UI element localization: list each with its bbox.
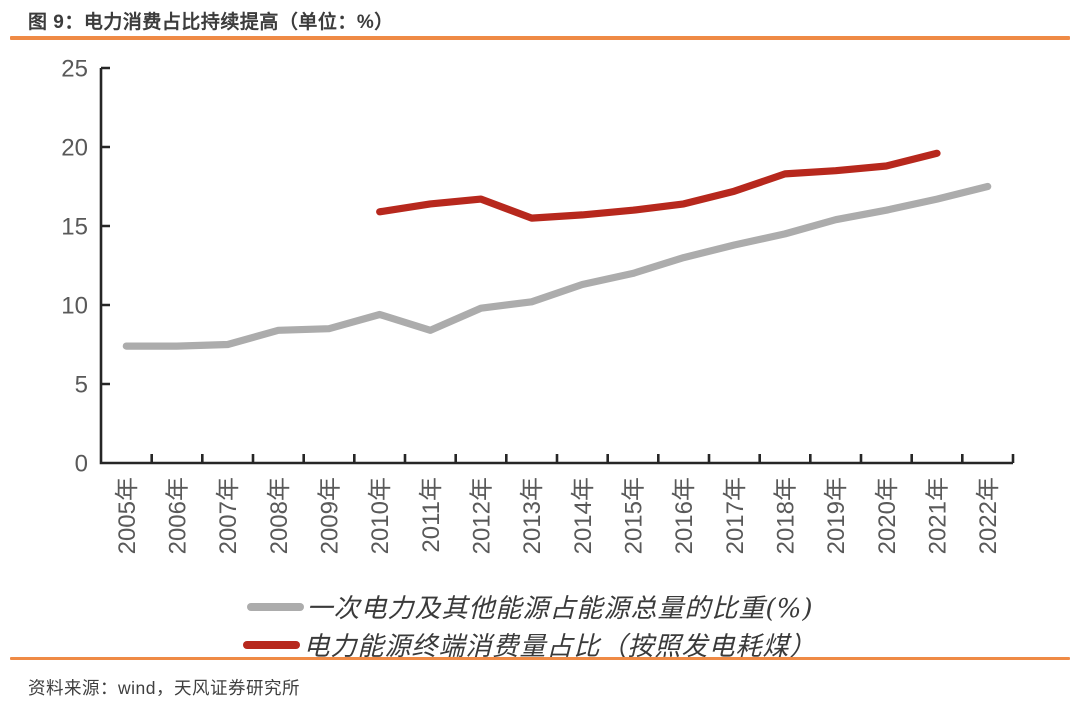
x-tick-label: 2013年 (519, 477, 546, 554)
source-note: 资料来源：wind，天风证券研究所 (28, 678, 300, 698)
x-tick-label: 2010年 (367, 477, 394, 554)
chart-legend: 一次电力及其他能源占能源总量的比重(%) 电力能源终端消费量占比（按照发电耗煤） (0, 588, 1060, 663)
y-tick-label: 25 (61, 56, 88, 83)
x-tick-label: 2021年 (925, 477, 952, 554)
series-line-1 (376, 149, 941, 222)
top-accent-rule (10, 36, 1070, 40)
legend-marker-red-line-icon (243, 640, 301, 649)
x-tick-label: 2015年 (621, 477, 648, 554)
x-tick-label: 2017年 (722, 477, 749, 554)
x-tick-label: 2011年 (418, 477, 445, 553)
x-tick-label: 2008年 (266, 477, 293, 554)
chart-axes (99, 66, 1015, 465)
x-tick-label: 2012年 (469, 477, 496, 554)
x-tick-label: 2009年 (317, 477, 344, 554)
x-tick-label: 2019年 (823, 477, 850, 554)
x-tick-label: 2007年 (215, 477, 242, 554)
figure-title: 图 9：电力消费占比持续提高（单位：%） (28, 12, 394, 33)
y-tick-label: 15 (61, 214, 88, 241)
y-tick-label: 5 (75, 372, 88, 399)
legend-label-primary-electricity-share: 一次电力及其他能源占能源总量的比重(%) (306, 594, 814, 624)
series-line-0 (122, 182, 992, 350)
x-tick-label: 2014年 (570, 477, 597, 554)
legend-item-primary-electricity-share: 一次电力及其他能源占能源总量的比重(%) (246, 588, 814, 625)
x-tick-label: 2020年 (874, 477, 901, 554)
x-tick-label: 2018年 (773, 477, 800, 554)
bottom-accent-rule (10, 657, 1070, 660)
y-tick-label: 0 (75, 451, 88, 478)
x-tick-label: 2006年 (165, 477, 192, 554)
x-tick-label: 2016年 (671, 477, 698, 554)
x-tick-label: 2005年 (114, 477, 141, 554)
legend-marker-gray-line-icon (246, 602, 304, 611)
line-chart: 0 5 10 15 20 25 2005年 2006年 2007年 2008年 2009年 2010年… (61, 56, 1015, 554)
y-tick-label: 20 (61, 135, 88, 162)
y-tick-label: 10 (61, 293, 88, 320)
x-tick-label: 2022年 (975, 477, 1002, 554)
